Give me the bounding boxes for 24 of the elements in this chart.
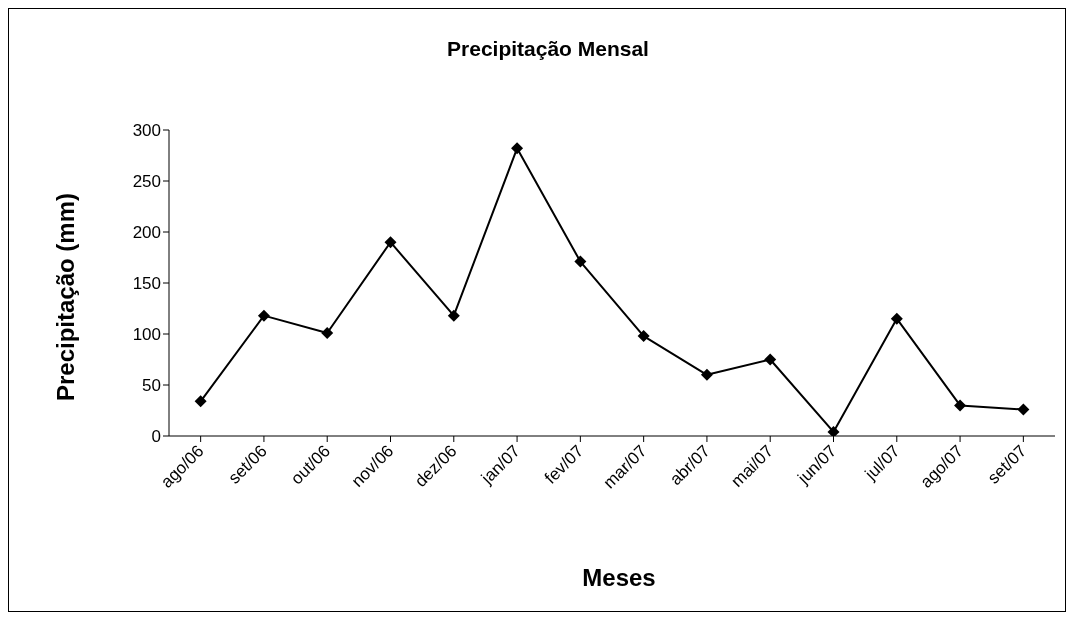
point	[890, 312, 903, 325]
chart-title: Precipitação Mensal	[446, 37, 650, 61]
y-tick-label: 200	[132, 223, 161, 243]
y-axis-title: Precipitação (mm)	[52, 192, 80, 402]
y-tick-label: 100	[132, 325, 161, 345]
point	[827, 425, 840, 436]
y-tick-label: 50	[142, 376, 161, 396]
y-tick-label: 0	[151, 427, 161, 447]
point	[447, 309, 460, 322]
y-tick-label: 250	[132, 172, 161, 192]
point	[511, 142, 524, 155]
point	[321, 326, 334, 339]
point	[194, 395, 207, 408]
point	[257, 309, 270, 322]
y-tick-label: 150	[132, 274, 161, 294]
y-tick-label: 300	[132, 121, 161, 141]
point	[954, 399, 967, 412]
point	[574, 255, 587, 268]
point	[1017, 403, 1030, 416]
point	[700, 368, 713, 381]
point	[384, 236, 397, 249]
point	[764, 353, 777, 366]
point	[637, 330, 650, 343]
x-axis-title: Meses	[581, 564, 657, 592]
